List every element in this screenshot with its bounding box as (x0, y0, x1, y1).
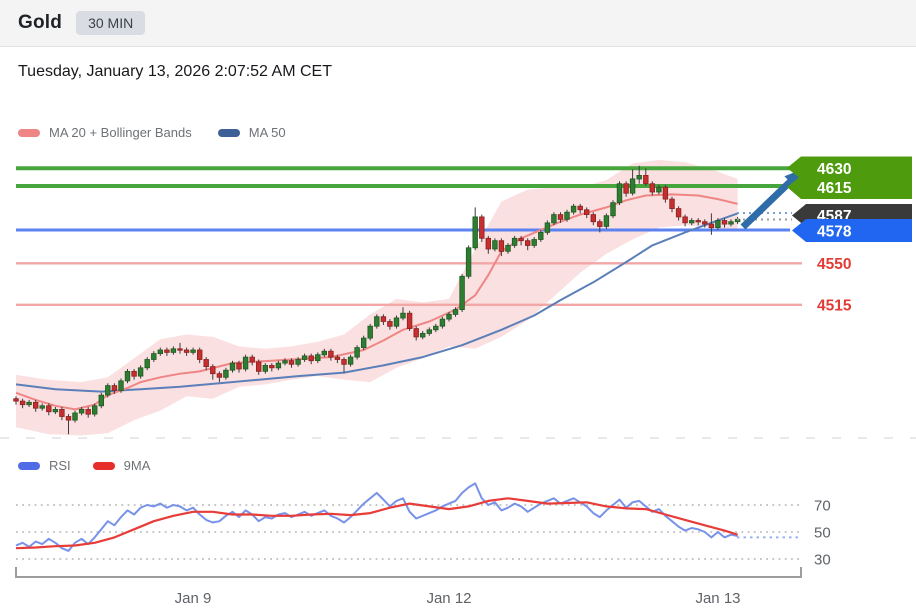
rsi-legend: RSI 9MA (18, 458, 150, 473)
rsi-gridline-label-30: 30 (814, 552, 831, 569)
legend-rsi-label: RSI (49, 458, 71, 473)
x-axis-bracket (15, 567, 802, 578)
x-axis-label-Jan-12: Jan 12 (426, 590, 471, 607)
timeframe-badge: 30 MIN (76, 11, 146, 35)
ma9-line (15, 497, 738, 550)
datetime-text: Tuesday, January 13, 2026 2:07:52 AM CET (18, 63, 332, 80)
bullish-arrow-icon (740, 169, 803, 230)
rsi-panel: 70 50 30 Jan 9 Jan 12 Jan 13 (15, 482, 831, 607)
rsi-gridline-label-50: 50 (814, 525, 831, 542)
legend-ma50-label: MA 50 (248, 125, 286, 140)
candlestick-series (13, 165, 741, 435)
legend-ma20-bollinger: MA 20 + Bollinger Bands (18, 125, 192, 140)
header-bar: Gold 30 MIN (0, 0, 916, 47)
bollinger-band-area (16, 159, 738, 436)
legend-rsi-item: RSI (18, 458, 71, 473)
page-title: Gold (18, 12, 63, 33)
ma20-bollinger-swatch-icon (18, 128, 40, 137)
resistance-label-1: 4630 (817, 161, 851, 178)
ma20-line (15, 193, 738, 411)
legend-ma50: MA 50 (217, 125, 286, 140)
rsi-swatch-icon (18, 461, 40, 470)
level-label-4550: 4550 (817, 256, 851, 273)
ma9-swatch-icon (92, 461, 115, 470)
x-axis-label-Jan-9: Jan 9 (175, 590, 212, 607)
support-badge (792, 219, 912, 242)
rsi-gridline-label-70: 70 (814, 498, 831, 515)
legend-ma20-label: MA 20 + Bollinger Bands (49, 125, 192, 140)
resistance-label-2: 4615 (817, 180, 852, 197)
legend-9ma-label: 9MA (123, 458, 151, 473)
ma50-line (15, 212, 738, 393)
resistance-badge (787, 156, 912, 199)
level-label-4515: 4515 (817, 297, 852, 314)
support-label: 4578 (817, 224, 852, 241)
rsi-line (15, 482, 738, 552)
ma50-swatch-icon (217, 128, 240, 137)
price-legend: MA 20 + Bollinger Bands MA 50 (18, 125, 286, 140)
x-axis-label-Jan-13: Jan 13 (695, 590, 740, 607)
legend-9ma-item: 9MA (92, 458, 151, 473)
